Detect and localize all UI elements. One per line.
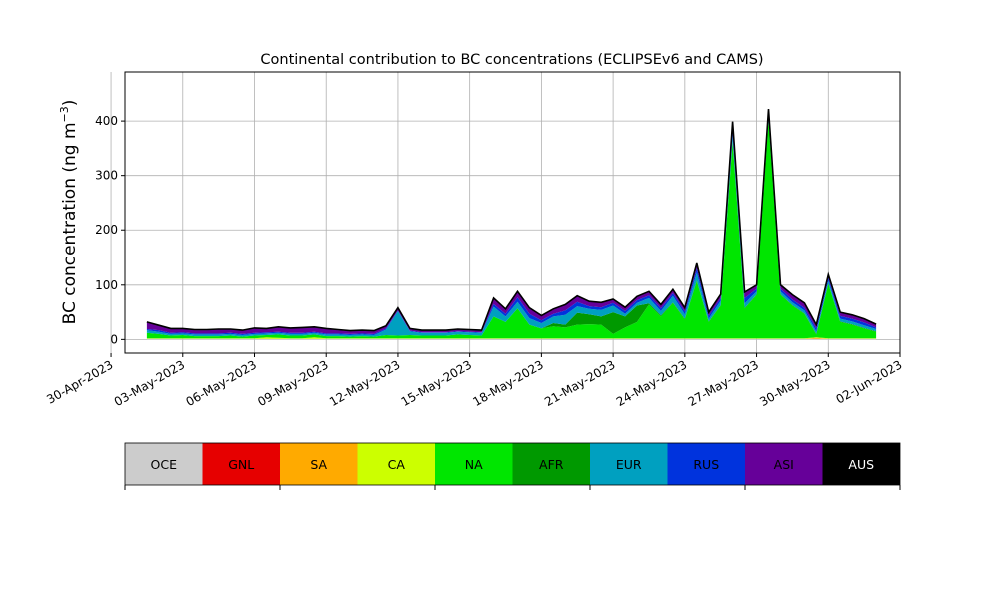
legend-label-oce: OCE bbox=[151, 457, 178, 472]
area-asi bbox=[146, 109, 877, 334]
stacked-areas bbox=[146, 109, 877, 340]
total-outline bbox=[146, 109, 877, 332]
legend-label-aus: AUS bbox=[848, 457, 874, 472]
legend-swatch-gnl bbox=[202, 443, 280, 485]
x-tick-label: 02-Jun-2023 bbox=[834, 357, 905, 406]
x-tick-label: 24-May-2023 bbox=[614, 357, 689, 409]
legend-swatch-sa bbox=[280, 443, 358, 485]
x-axis-ticks: 30-Apr-202303-May-202306-May-202309-May-… bbox=[44, 353, 905, 409]
legend-swatch-ca bbox=[357, 443, 435, 485]
area-rus bbox=[146, 114, 877, 335]
total-line bbox=[146, 109, 877, 332]
y-axis-label-main: BC concentration (ng m bbox=[60, 122, 80, 324]
x-tick-label: 18-May-2023 bbox=[470, 357, 545, 409]
legend-swatch-asi bbox=[745, 443, 823, 485]
y-tick-label: 100 bbox=[95, 278, 118, 292]
area-ca bbox=[146, 337, 877, 339]
x-tick-label: 03-May-2023 bbox=[112, 357, 187, 409]
legend-frame bbox=[124, 442, 901, 486]
x-tick-label: 06-May-2023 bbox=[184, 357, 259, 409]
y-tick-label: 0 bbox=[110, 332, 118, 346]
x-tick-label: 30-Apr-2023 bbox=[44, 357, 115, 406]
legend-label-asi: ASI bbox=[774, 457, 794, 472]
x-tick-label: 09-May-2023 bbox=[255, 357, 330, 409]
y-tick-label: 400 bbox=[95, 114, 118, 128]
legend-swatch-aus bbox=[822, 443, 900, 485]
y-axis-label-exponent: −3 bbox=[58, 106, 71, 122]
x-tick-label: 12-May-2023 bbox=[327, 357, 402, 409]
legend-label-gnl: GNL bbox=[228, 457, 254, 472]
x-tick-label: 15-May-2023 bbox=[399, 357, 474, 409]
legend-label-ca: CA bbox=[388, 457, 406, 472]
legend-swatch-oce bbox=[125, 443, 203, 485]
legend-swatch-eur bbox=[590, 443, 668, 485]
x-tick-label: 21-May-2023 bbox=[542, 357, 617, 409]
y-axis-label: BC concentration (ng m−3) bbox=[58, 100, 80, 325]
legend-label-afr: AFR bbox=[539, 457, 564, 472]
legend-label-sa: SA bbox=[310, 457, 327, 472]
legend-colorbar: OCE GNL SA CA NA AFR EUR RUS ASI AUS bbox=[124, 442, 901, 490]
chart-title: Continental contribution to BC concentra… bbox=[260, 52, 763, 68]
legend-label-eur: EUR bbox=[616, 457, 642, 472]
area-na bbox=[146, 120, 877, 339]
legend-swatch-afr bbox=[512, 443, 590, 485]
legend-label-rus: RUS bbox=[693, 457, 719, 472]
area-oce bbox=[146, 338, 877, 340]
y-tick-label: 200 bbox=[95, 223, 118, 237]
y-tick-label: 300 bbox=[95, 169, 118, 183]
x-tick-label: 27-May-2023 bbox=[686, 357, 761, 409]
x-tick-label: 30-May-2023 bbox=[757, 357, 832, 409]
legend-swatch-rus bbox=[667, 443, 745, 485]
plot-frame bbox=[124, 71, 901, 354]
y-axis-label-close: ) bbox=[60, 100, 80, 107]
legend-swatch-na bbox=[435, 443, 513, 485]
y-axis-ticks: 0 100 200 300 400 bbox=[95, 114, 125, 346]
legend-label-na: NA bbox=[465, 457, 483, 472]
